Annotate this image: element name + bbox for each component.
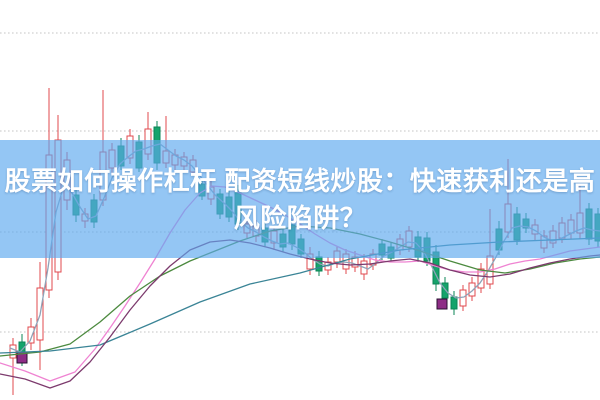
headline-line-2: 风险陷阱？ [233, 203, 367, 233]
headline-line-1: 股票如何操作杠杆 配资短线炒股：快速获利还是高 [4, 166, 596, 196]
ma-extra [0, 239, 600, 389]
headline-overlay: 股票如何操作杠杆 配资短线炒股：快速获利还是高 风险陷阱？ [0, 140, 600, 258]
markers-group [16, 298, 448, 364]
